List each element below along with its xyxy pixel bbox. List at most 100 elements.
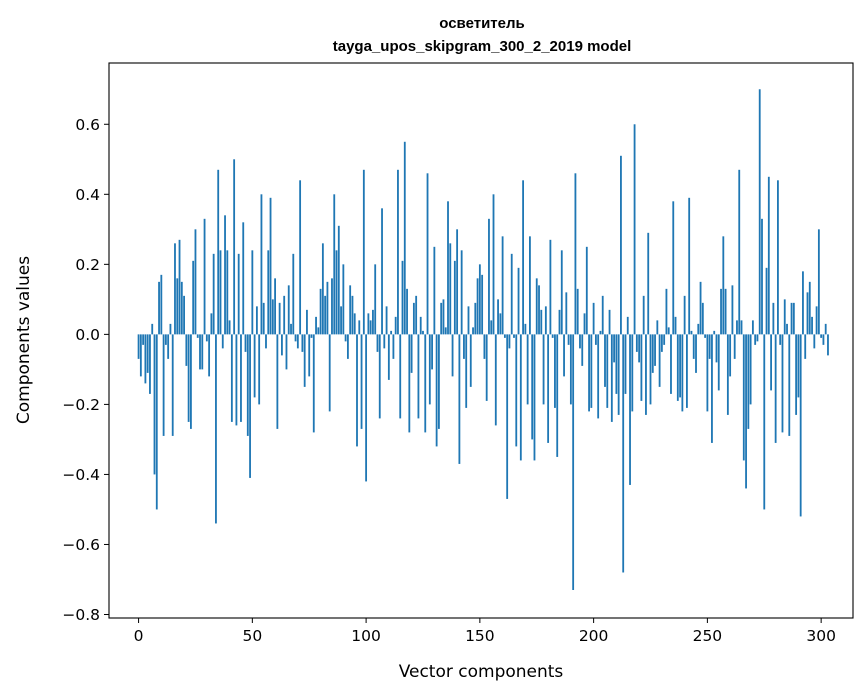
bar [617, 334, 620, 415]
bar [337, 225, 340, 335]
bar [483, 334, 486, 359]
bar [406, 288, 408, 335]
bar [724, 288, 727, 335]
bar [747, 334, 750, 429]
bar [772, 302, 775, 335]
bar [146, 334, 149, 373]
bar [228, 320, 231, 335]
bar [442, 299, 445, 335]
bar [708, 334, 711, 359]
bar [815, 306, 818, 335]
bar [376, 334, 379, 352]
bar [397, 169, 399, 335]
bar [701, 302, 704, 335]
bar [704, 334, 707, 338]
bar [579, 334, 581, 349]
bar [449, 243, 452, 335]
x-tick-label: 100 [351, 627, 381, 645]
bar [435, 334, 438, 447]
bar [362, 169, 365, 335]
bar [476, 278, 479, 335]
bar [515, 334, 518, 447]
bar [385, 306, 388, 335]
bar [519, 334, 522, 461]
bar [472, 327, 474, 335]
bar [788, 334, 791, 436]
bar [767, 176, 770, 335]
bar [381, 208, 383, 335]
bar [478, 264, 481, 335]
bar [783, 299, 786, 335]
bar [285, 334, 288, 370]
bar [333, 194, 336, 335]
bar [808, 281, 811, 335]
bar [656, 320, 659, 335]
x-axis-label: Vector components [399, 662, 564, 682]
bar [155, 334, 158, 510]
bar [711, 334, 713, 443]
bar [419, 316, 422, 335]
x-tick-label: 300 [806, 627, 836, 645]
bar [745, 334, 747, 489]
bar [390, 330, 393, 335]
bar [374, 264, 377, 335]
bar [383, 334, 386, 349]
bar [226, 250, 229, 335]
bar [490, 320, 493, 335]
bar [326, 281, 329, 335]
bar [797, 334, 800, 398]
bar [813, 334, 816, 349]
bar [681, 334, 684, 412]
bar [167, 334, 170, 359]
bar [542, 334, 545, 405]
bar [494, 334, 497, 426]
bar [215, 334, 217, 524]
bar [529, 236, 531, 335]
bar [777, 180, 779, 335]
bar [756, 334, 759, 342]
bar [221, 334, 224, 349]
bar [372, 309, 374, 335]
bar [692, 334, 695, 359]
bar [426, 173, 429, 335]
bar [292, 253, 295, 335]
bar [456, 229, 459, 335]
bar [651, 334, 654, 373]
bar [428, 334, 431, 405]
bar [781, 334, 784, 433]
bar [503, 334, 506, 338]
bar [556, 334, 559, 457]
bar [251, 250, 254, 335]
bar [144, 334, 147, 384]
bar [660, 334, 663, 352]
bar [567, 334, 570, 345]
y-tick-label: 0.6 [75, 116, 100, 134]
bar [585, 246, 588, 335]
bar [665, 288, 668, 335]
bar [192, 260, 195, 335]
bar [667, 327, 670, 335]
bar [508, 334, 511, 349]
bar [779, 334, 782, 345]
bar [137, 334, 140, 359]
bar [726, 334, 729, 415]
bar [244, 334, 247, 352]
bar [706, 334, 709, 412]
bar [690, 330, 693, 335]
bar [524, 323, 527, 335]
bar [210, 313, 213, 335]
bar [642, 295, 645, 335]
bar [301, 334, 304, 352]
bar [510, 253, 513, 335]
bar [187, 334, 190, 422]
bar [310, 334, 313, 338]
bar [699, 281, 702, 335]
bar [415, 295, 418, 335]
bar [592, 302, 595, 335]
bar [358, 320, 361, 335]
bar [540, 309, 543, 335]
bar [151, 323, 154, 335]
x-axis-ticks: 0 50 100 150 200 250 300 [134, 618, 836, 645]
bar [802, 271, 804, 335]
bar [729, 334, 732, 377]
